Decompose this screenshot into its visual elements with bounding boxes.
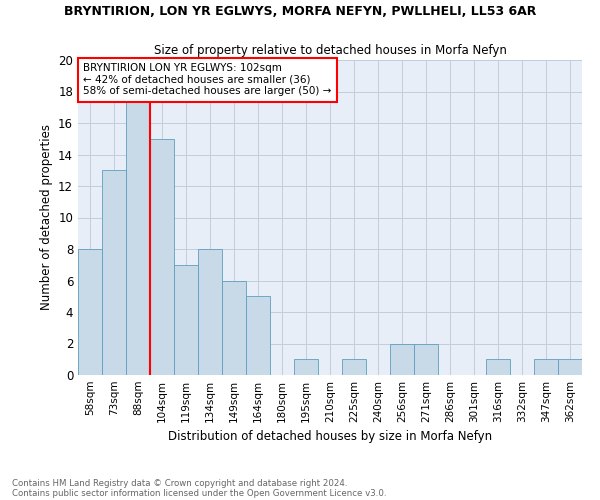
Bar (534, 359, 558, 375)
Bar (222, 280, 246, 375)
Bar (174, 265, 198, 375)
Text: BRYNTIRION, LON YR EGLWYS, MORFA NEFYN, PWLLHELI, LL53 6AR: BRYNTIRION, LON YR EGLWYS, MORFA NEFYN, … (64, 5, 536, 18)
Bar (342, 359, 366, 375)
X-axis label: Distribution of detached houses by size in Morfa Nefyn: Distribution of detached houses by size … (168, 430, 492, 444)
Text: BRYNTIRION LON YR EGLWYS: 102sqm
← 42% of detached houses are smaller (36)
58% o: BRYNTIRION LON YR EGLWYS: 102sqm ← 42% o… (83, 63, 331, 96)
Bar (294, 359, 318, 375)
Bar (390, 344, 414, 375)
Bar (102, 170, 126, 375)
Bar (558, 359, 582, 375)
Bar (150, 138, 174, 375)
Bar (198, 249, 222, 375)
Text: Contains public sector information licensed under the Open Government Licence v3: Contains public sector information licen… (12, 488, 386, 498)
Bar (78, 249, 102, 375)
Bar (414, 344, 438, 375)
Title: Size of property relative to detached houses in Morfa Nefyn: Size of property relative to detached ho… (154, 44, 506, 58)
Bar (126, 76, 150, 375)
Text: Contains HM Land Registry data © Crown copyright and database right 2024.: Contains HM Land Registry data © Crown c… (12, 478, 347, 488)
Bar (246, 296, 270, 375)
Y-axis label: Number of detached properties: Number of detached properties (40, 124, 53, 310)
Bar (486, 359, 510, 375)
